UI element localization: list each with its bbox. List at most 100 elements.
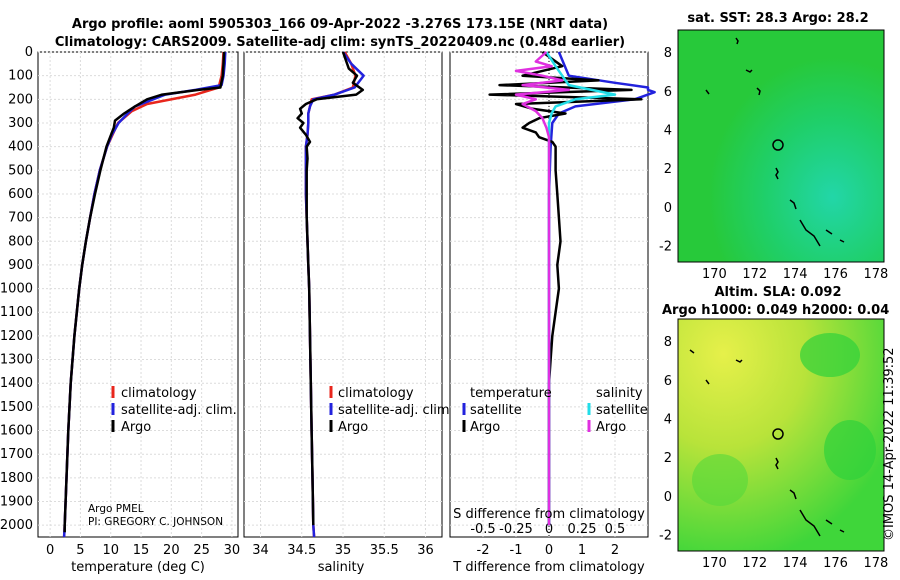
difference-panel: -2 -1 0 1 2 -0.5 -0.25 0 0.25 0.5 S difference f…	[449, 50, 656, 575]
latitude-tick: 8	[664, 46, 672, 61]
title-line-2: Climatology: CARS2009. Satellite-adj cli…	[55, 35, 625, 50]
legend-argo: Argo	[121, 420, 151, 435]
pi-annotation: PI: GREGORY C. JOHNSON	[88, 516, 223, 528]
s-difference-tick: 0.5	[605, 522, 626, 537]
s-difference-tick: 0.25	[568, 522, 597, 537]
depth-tick: 900	[8, 258, 33, 273]
longitude-tick: 174	[783, 556, 808, 571]
sst-longitude-labels: 170 172 174 176 178	[702, 267, 888, 282]
latitude-tick: 0	[664, 201, 672, 216]
depth-tick: 800	[8, 234, 33, 249]
x-tick: 2	[611, 543, 619, 558]
sla-map-title-2: Argo h1000: 0.049 h2000: 0.04	[662, 303, 889, 318]
longitude-tick: 176	[823, 267, 848, 282]
difference-legend: temperature satellite Argo salinity sate…	[462, 386, 648, 435]
sla-latitude-labels: 8 6 4 2 0 -2	[659, 335, 672, 543]
sla-longitude-labels: 170 172 174 176 178	[702, 556, 888, 571]
longitude-tick: 176	[823, 556, 848, 571]
legend-argo: Argo	[338, 420, 368, 435]
salinity-series	[296, 51, 365, 538]
latitude-tick: 0	[664, 490, 672, 505]
sla-argo-location	[772, 428, 784, 440]
x-tick: 36	[417, 543, 434, 558]
x-tick: 1	[578, 543, 586, 558]
latitude-tick: 6	[664, 85, 672, 100]
x-tick: 10	[102, 543, 119, 558]
depth-tick: 0	[25, 45, 33, 60]
depth-tick: 1900	[0, 495, 33, 510]
x-tick: -2	[477, 543, 490, 558]
depth-tick: 1200	[0, 329, 33, 344]
x-tick: 5	[76, 543, 84, 558]
depth-tick: 300	[8, 116, 33, 131]
depth-tick: 1100	[0, 305, 33, 320]
sla-map-title-1: Altim. SLA: 0.092	[715, 285, 842, 300]
temperature-panel: 0100200300400500600700800900100011001200…	[0, 45, 240, 575]
longitude-tick: 172	[742, 556, 767, 571]
temperature-tick-labels: 0 5 10 15 20 25 30	[46, 543, 240, 558]
legend-satellite-adj: satellite-adj. clim.	[121, 403, 237, 418]
sst-latitude-labels: 8 6 4 2 0 -2	[659, 46, 672, 254]
sst-map	[677, 29, 885, 263]
latitude-tick: 2	[664, 162, 672, 177]
legend-s-argo: Argo	[596, 420, 626, 435]
sla-low-region	[800, 333, 860, 377]
depth-tick: 2000	[0, 518, 33, 533]
x-tick: 25	[193, 543, 210, 558]
latitude-tick: 4	[664, 413, 672, 428]
depth-tick: 200	[8, 92, 33, 107]
depth-tick: 600	[8, 187, 33, 202]
latitude-tick: 6	[664, 374, 672, 389]
longitude-tick: 172	[742, 267, 767, 282]
legend-s-satellite: satellite	[596, 403, 648, 418]
x-tick: 15	[133, 543, 150, 558]
sst-map-title: sat. SST: 28.3 Argo: 28.2	[687, 11, 868, 26]
temperature-xlabel: temperature (deg C)	[71, 560, 205, 575]
salinity-panel: 34 34.5 35 35.5 36 salinity climatology sate…	[243, 51, 454, 575]
depth-tick: 1400	[0, 376, 33, 391]
legend-salinity-title: salinity	[596, 386, 643, 401]
sst-map-panel: sat. SST: 28.3 Argo: 28.2 8 6 4 2 0 -2 170 172…	[659, 11, 888, 282]
temperature-legend: climatology satellite-adj. clim. Argo	[111, 386, 237, 435]
x-tick: 35	[335, 543, 352, 558]
legend-temperature-title: temperature	[470, 386, 552, 401]
depth-tick: 1500	[0, 400, 33, 415]
x-tick: 0	[545, 543, 553, 558]
depth-tick: 400	[8, 140, 33, 155]
sst-argo-location	[772, 139, 784, 151]
series-argo	[63, 51, 226, 533]
x-tick: 30	[224, 543, 241, 558]
series-argo	[296, 51, 365, 526]
s-difference-xlabel: S difference from climatology	[453, 507, 645, 522]
sst-coastline	[705, 37, 845, 247]
depth-tick: 700	[8, 211, 33, 226]
latitude-tick: 8	[664, 335, 672, 350]
temperature-axes	[37, 51, 239, 538]
sla-low-region	[824, 420, 876, 480]
legend-climatology: climatology	[338, 386, 414, 401]
imos-watermark: ©IMOS 14-Apr-2022 11:39:52	[882, 347, 897, 541]
s-difference-tick: -0.5	[470, 522, 495, 537]
legend-t-satellite: satellite	[470, 403, 522, 418]
depth-tick: 1800	[0, 471, 33, 486]
s-difference-tick: 0	[545, 522, 553, 537]
x-tick: 34.5	[287, 543, 316, 558]
s-difference-tick: -0.25	[499, 522, 533, 537]
x-tick: 20	[163, 543, 180, 558]
t-difference-tick-labels: -2 -1 0 1 2	[477, 543, 620, 558]
sla-low-region	[692, 454, 748, 506]
latitude-tick: 4	[664, 124, 672, 139]
latitude-tick: -2	[659, 240, 672, 255]
legend-climatology: climatology	[121, 386, 197, 401]
temperature-series	[62, 51, 227, 538]
legend-t-argo: Argo	[470, 420, 500, 435]
x-tick: -1	[510, 543, 523, 558]
depth-tick: 1700	[0, 447, 33, 462]
title-line-1: Argo profile: aoml 5905303_166 09-Apr-20…	[72, 17, 608, 32]
t-difference-xlabel: T difference from climatology	[452, 560, 645, 575]
latitude-tick: 2	[664, 451, 672, 466]
depth-tick: 100	[8, 69, 33, 84]
longitude-tick: 178	[864, 267, 889, 282]
x-tick: 35.5	[370, 543, 399, 558]
